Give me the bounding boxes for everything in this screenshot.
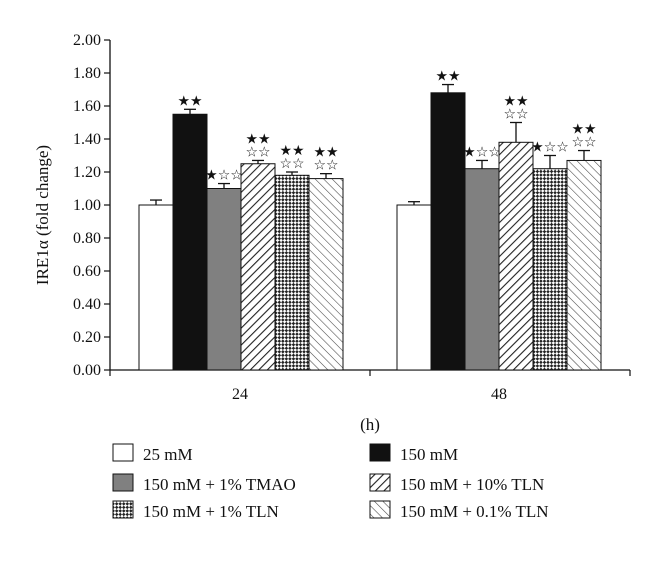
x-tick-label: 48 <box>491 386 507 403</box>
significance-marker: ★★ <box>503 95 528 110</box>
significance-marker: ☆☆ <box>503 108 528 123</box>
legend-label: 150 mM + 1% TMAO <box>143 475 296 494</box>
significance-marker: ★★ <box>313 146 338 161</box>
x-tick-label: 24 <box>232 386 248 403</box>
bar <box>240 163 276 371</box>
legend-label: 150 mM <box>400 445 458 464</box>
bar <box>498 141 534 371</box>
y-tick-label: 1.60 <box>73 98 101 115</box>
bar <box>172 113 208 371</box>
significance-marker: ★☆☆ <box>205 169 243 184</box>
y-tick-label: 0.80 <box>73 230 101 247</box>
significance-marker: ★★ <box>279 144 304 159</box>
legend-label: 25 mM <box>143 445 193 464</box>
bar <box>566 159 602 371</box>
significance-marker: ★★ <box>177 94 202 109</box>
y-tick-label: 1.20 <box>73 164 101 181</box>
legend-swatch <box>369 473 391 492</box>
bar <box>138 204 174 371</box>
legend-swatch <box>112 443 134 462</box>
legend-swatch <box>112 473 134 492</box>
bar <box>532 168 568 371</box>
legend-label: 150 mM + 10% TLN <box>400 475 544 494</box>
legend-swatch <box>369 500 391 519</box>
plot-area: 0.00 0.20 0.40 0.60 0.80 1.00 1.20 1.40 1.60 1.80… <box>33 32 631 434</box>
bar <box>206 188 242 371</box>
y-tick-label: 1.80 <box>73 65 101 82</box>
significance-marker: ☆☆ <box>245 145 270 160</box>
y-tick-label: 0.00 <box>73 362 101 379</box>
bar <box>274 174 310 371</box>
bar <box>430 92 466 371</box>
y-tick-label: 1.40 <box>73 131 101 148</box>
y-tick-label: 0.20 <box>73 329 101 346</box>
significance-marker: ☆☆ <box>571 136 596 151</box>
y-tick-label: 1.00 <box>73 197 101 214</box>
significance-marker: ☆☆ <box>313 159 338 174</box>
y-tick-label: 0.60 <box>73 263 101 280</box>
significance-marker: ★☆☆ <box>531 141 569 156</box>
significance-marker: ★★ <box>571 123 596 138</box>
significance-marker: ★★ <box>245 132 270 147</box>
y-axis-title: IRE1α (fold change) <box>33 145 52 285</box>
y-tick-label: 2.00 <box>73 32 101 49</box>
legend-swatch <box>369 443 391 462</box>
legend-swatch <box>112 500 134 519</box>
bar <box>396 204 432 371</box>
bar <box>308 178 344 371</box>
legend-label: 150 mM + 0.1% TLN <box>400 502 549 521</box>
significance-marker: ☆☆ <box>279 157 304 172</box>
significance-marker: ★★ <box>435 70 460 85</box>
significance-marker: ★☆☆ <box>463 145 501 160</box>
x-axis-title: (h) <box>360 415 380 434</box>
legend: 25 mM 150 mM 150 mM + 1% TMAO 150 mM + 10% … <box>112 443 549 521</box>
bar <box>464 168 500 371</box>
y-tick-label: 0.40 <box>73 296 101 313</box>
legend-label: 150 mM + 1% TLN <box>143 502 279 521</box>
